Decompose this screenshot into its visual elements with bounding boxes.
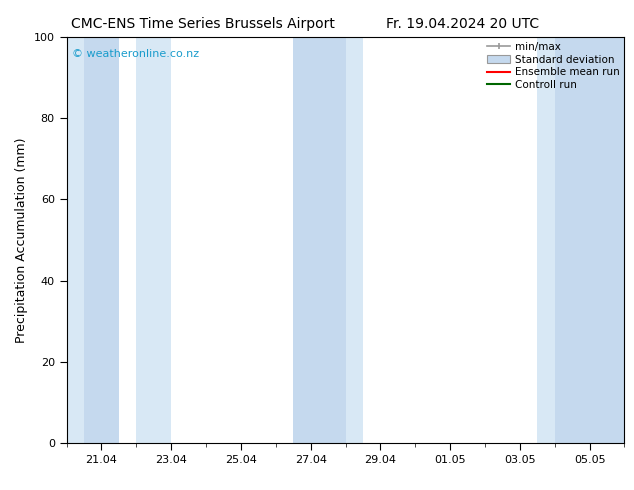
Bar xyxy=(67,37,119,443)
Text: CMC-ENS Time Series Brussels Airport: CMC-ENS Time Series Brussels Airport xyxy=(71,17,335,31)
Legend: min/max, Standard deviation, Ensemble mean run, Controll run: min/max, Standard deviation, Ensemble me… xyxy=(486,40,621,92)
Bar xyxy=(136,37,171,443)
Text: © weatheronline.co.nz: © weatheronline.co.nz xyxy=(72,49,199,59)
Y-axis label: Precipitation Accumulation (mm): Precipitation Accumulation (mm) xyxy=(15,137,28,343)
Bar xyxy=(293,37,363,443)
Bar xyxy=(538,37,624,443)
Bar xyxy=(84,37,119,443)
Bar xyxy=(293,37,346,443)
Bar xyxy=(555,37,624,443)
Text: Fr. 19.04.2024 20 UTC: Fr. 19.04.2024 20 UTC xyxy=(386,17,540,31)
